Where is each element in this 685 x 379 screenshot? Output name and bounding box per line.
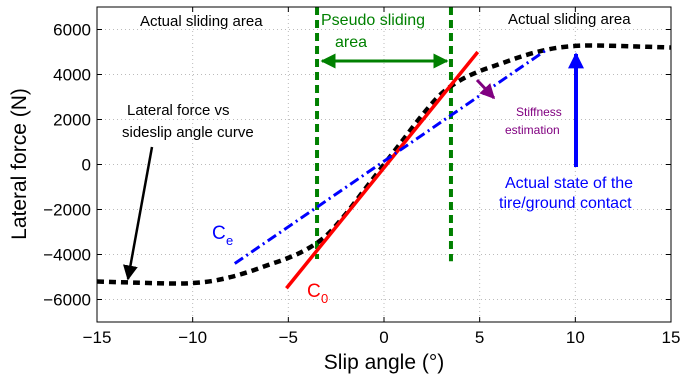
ce-label: C xyxy=(212,223,226,244)
c0-label: C xyxy=(307,281,321,302)
actual-state-label: Actual state of the xyxy=(505,175,633,192)
x-tick-label: −5 xyxy=(279,328,298,347)
y-axis-title: Lateral force (N) xyxy=(8,88,31,240)
x-tick-label: 10 xyxy=(566,328,585,347)
x-axis-title: Slip angle (°) xyxy=(324,351,444,374)
y-tick-label: −4000 xyxy=(43,246,91,265)
x-tick-label: 5 xyxy=(475,328,484,347)
x-tick-label: −15 xyxy=(83,328,112,347)
pseudo-sliding-label: area xyxy=(335,34,367,51)
y-tick-label: 0 xyxy=(82,156,91,175)
x-tick-label: 0 xyxy=(379,328,388,347)
actual-state-label: tire/ground contact xyxy=(499,195,632,212)
ce-subscript: e xyxy=(226,233,233,248)
sliding-area-left-label: Actual sliding area xyxy=(140,13,263,30)
y-tick-label: 6000 xyxy=(53,21,91,40)
y-tick-label: 2000 xyxy=(53,111,91,130)
curve-label: sideslip angle curve xyxy=(122,124,254,141)
y-tick-label: 4000 xyxy=(53,66,91,85)
pseudo-sliding-label: Pseudo sliding xyxy=(321,12,425,29)
x-tick-label: −10 xyxy=(178,328,207,347)
sliding-area-right-label: Actual sliding area xyxy=(508,11,631,28)
stiffness-estimation-label: estimation xyxy=(505,123,560,137)
y-tick-label: −6000 xyxy=(43,291,91,310)
curve-label: Lateral force vs xyxy=(127,102,230,119)
c0-subscript: 0 xyxy=(321,291,328,306)
stiffness-estimation-label: Stiffness xyxy=(516,105,562,119)
x-tick-label: 15 xyxy=(662,328,681,347)
y-tick-label: −2000 xyxy=(43,201,91,220)
